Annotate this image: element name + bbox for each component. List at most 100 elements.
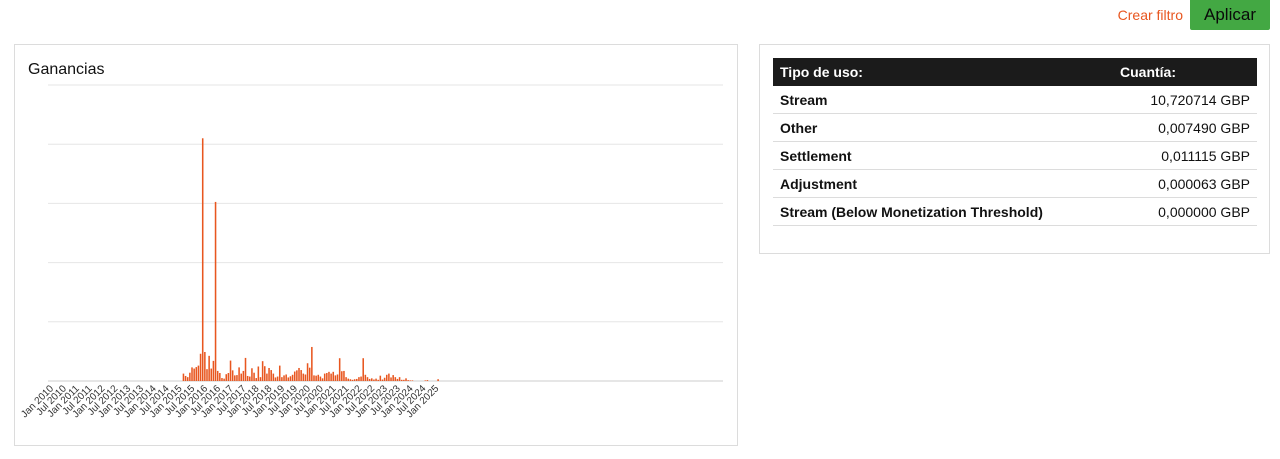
bar[interactable]	[231, 370, 234, 381]
bar[interactable]	[390, 377, 392, 381]
bar[interactable]	[308, 367, 311, 381]
bar[interactable]	[266, 373, 268, 381]
bar[interactable]	[264, 366, 266, 381]
bar[interactable]	[186, 377, 189, 381]
bar[interactable]	[409, 380, 412, 381]
bar[interactable]	[184, 375, 187, 381]
bar[interactable]	[225, 374, 228, 381]
bar[interactable]	[336, 374, 339, 381]
bar[interactable]	[276, 376, 279, 381]
bar[interactable]	[332, 371, 335, 381]
bar[interactable]	[238, 367, 240, 381]
bar[interactable]	[281, 377, 283, 381]
bar[interactable]	[385, 374, 388, 381]
bar[interactable]	[227, 373, 230, 381]
bar[interactable]	[229, 360, 232, 381]
bar[interactable]	[364, 374, 367, 381]
bar[interactable]	[285, 374, 287, 381]
bar[interactable]	[246, 375, 249, 381]
bar[interactable]	[426, 380, 429, 381]
bar[interactable]	[347, 378, 350, 381]
bar[interactable]	[405, 378, 407, 381]
bar[interactable]	[403, 379, 405, 381]
bar[interactable]	[306, 363, 309, 381]
bar[interactable]	[328, 371, 330, 381]
bar[interactable]	[375, 378, 377, 381]
bar[interactable]	[249, 376, 251, 381]
bar[interactable]	[411, 380, 414, 381]
bar[interactable]	[204, 351, 206, 381]
bar[interactable]	[206, 369, 208, 381]
bar[interactable]	[317, 374, 320, 381]
bar[interactable]	[326, 373, 328, 381]
bar[interactable]	[255, 378, 257, 381]
bar[interactable]	[257, 366, 260, 381]
bar[interactable]	[242, 370, 245, 381]
create-filter-link[interactable]: Crear filtro	[1117, 7, 1183, 23]
bar[interactable]	[216, 370, 219, 381]
bar[interactable]	[362, 358, 364, 381]
bar[interactable]	[236, 375, 238, 381]
bar[interactable]	[356, 378, 358, 381]
bar[interactable]	[240, 373, 243, 381]
bar[interactable]	[278, 365, 281, 381]
bar[interactable]	[360, 376, 362, 381]
bar[interactable]	[287, 377, 290, 381]
bar[interactable]	[383, 377, 386, 381]
bar[interactable]	[298, 367, 300, 381]
bar[interactable]	[293, 371, 296, 381]
bar[interactable]	[291, 374, 294, 381]
bar[interactable]	[289, 376, 292, 381]
bar[interactable]	[398, 377, 401, 381]
bar[interactable]	[221, 378, 223, 381]
bar[interactable]	[330, 373, 332, 381]
bar[interactable]	[189, 372, 191, 381]
bar[interactable]	[274, 377, 277, 381]
bar[interactable]	[341, 371, 343, 381]
bar[interactable]	[338, 358, 341, 381]
bar[interactable]	[212, 360, 215, 381]
bar[interactable]	[334, 375, 337, 381]
bar[interactable]	[296, 370, 298, 381]
bar[interactable]	[304, 374, 307, 381]
bar[interactable]	[210, 368, 213, 381]
bar[interactable]	[392, 375, 394, 381]
bar[interactable]	[253, 372, 255, 381]
bar[interactable]	[400, 379, 403, 381]
bar[interactable]	[388, 373, 390, 381]
bar[interactable]	[244, 357, 247, 381]
bar[interactable]	[437, 379, 439, 381]
bar[interactable]	[377, 379, 379, 381]
bar[interactable]	[394, 377, 397, 381]
bar[interactable]	[300, 370, 302, 381]
bar[interactable]	[259, 377, 262, 381]
bar[interactable]	[381, 379, 384, 381]
bar[interactable]	[208, 355, 210, 381]
apply-button[interactable]: Aplicar	[1190, 0, 1270, 30]
bar[interactable]	[201, 138, 204, 381]
bar[interactable]	[343, 370, 345, 381]
bar[interactable]	[272, 373, 275, 381]
bar[interactable]	[323, 373, 326, 381]
bar[interactable]	[182, 373, 185, 381]
bar[interactable]	[223, 378, 225, 381]
bar[interactable]	[302, 373, 305, 381]
bar[interactable]	[368, 378, 371, 381]
bar[interactable]	[371, 378, 373, 381]
bar[interactable]	[353, 379, 356, 381]
bar[interactable]	[345, 377, 347, 381]
bar[interactable]	[268, 367, 270, 381]
bar[interactable]	[349, 379, 352, 381]
bar[interactable]	[373, 379, 375, 381]
bar[interactable]	[199, 353, 202, 381]
bar[interactable]	[313, 375, 315, 381]
bar[interactable]	[315, 375, 317, 381]
bar[interactable]	[214, 201, 217, 381]
bar[interactable]	[366, 377, 369, 381]
bar[interactable]	[195, 367, 198, 381]
bar[interactable]	[251, 368, 253, 381]
bar[interactable]	[319, 376, 322, 381]
bar[interactable]	[261, 361, 264, 381]
bar[interactable]	[283, 375, 285, 381]
bar[interactable]	[358, 377, 360, 381]
